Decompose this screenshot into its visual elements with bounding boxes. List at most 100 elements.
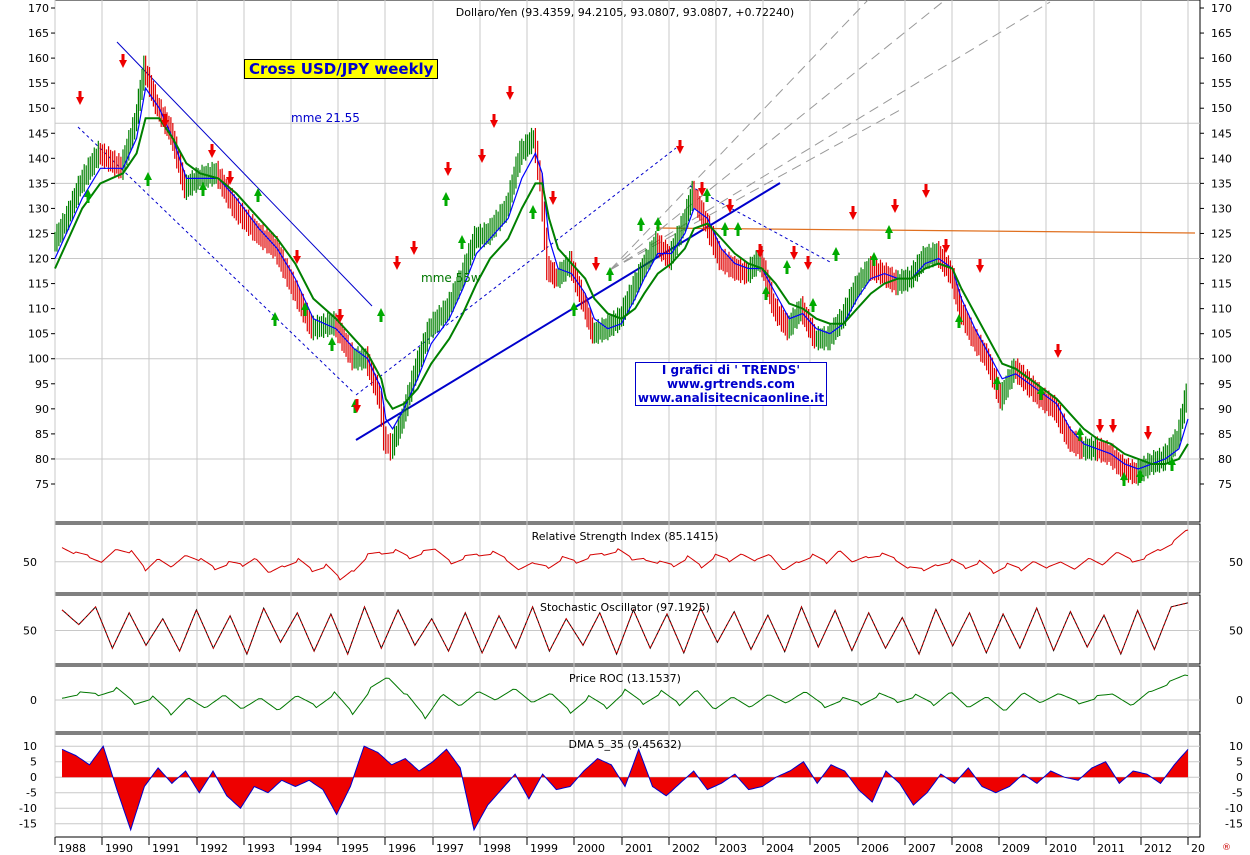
sell-arrow-icon <box>790 246 798 260</box>
indicator-y-label-right: 50 <box>1229 556 1243 569</box>
buy-arrow-icon <box>328 337 336 351</box>
buy-arrow-icon <box>721 222 729 236</box>
indicator-y-label: 0 <box>30 694 37 707</box>
buy-arrow-icon <box>832 247 840 261</box>
price-bars <box>54 55 1189 486</box>
buy-arrow-icon <box>606 267 614 281</box>
sell-arrow-icon <box>1109 419 1117 433</box>
x-tick-label: 2011 <box>1097 842 1125 855</box>
moving-average-line <box>54 86 1189 470</box>
buy-arrow-icon <box>870 252 878 266</box>
y-tick-label-left: 80 <box>35 453 49 466</box>
y-tick-label-left: 150 <box>28 102 49 115</box>
indicator-y-label-right: 10 <box>1229 740 1243 753</box>
sell-arrow-icon <box>393 256 401 270</box>
axis-tick-labels: 1988 1990 1991 1992 1993 1994 1995 1996 1997 1998… <box>19 2 1243 855</box>
buy-arrow-icon <box>570 302 578 316</box>
buy-arrow-icon <box>703 188 711 202</box>
indicator-y-label: 10 <box>23 740 37 753</box>
indicator-series <box>61 529 1189 832</box>
resistance-line <box>655 227 1196 234</box>
y-tick-label-right: 155 <box>1211 77 1232 90</box>
buy-arrow-icon <box>84 189 92 203</box>
x-tick-label: 2012 <box>1144 842 1172 855</box>
sell-arrow-icon <box>478 149 486 163</box>
y-tick-label-left: 110 <box>28 303 49 316</box>
buy-arrow-icon <box>1076 427 1084 441</box>
indicator-y-label-right: -5 <box>1232 787 1243 800</box>
x-tick-label: 1992 <box>200 842 228 855</box>
dma-area <box>62 746 1188 830</box>
indicator-y-label: 5 <box>30 756 37 769</box>
x-tick-label: 2002 <box>672 842 700 855</box>
indicator-y-label: -5 <box>26 787 37 800</box>
sell-arrow-icon <box>490 114 498 128</box>
y-tick-label-left: 115 <box>28 278 49 291</box>
sell-arrow-icon <box>119 54 127 68</box>
mme-55-label: mme 55w <box>421 271 481 285</box>
credits-box: I grafici di ' TRENDS' www.grtrends.com … <box>635 362 827 406</box>
buy-arrow-icon <box>442 192 450 206</box>
buy-arrow-icon <box>637 217 645 231</box>
dma-title: DMA 5_35 (9.45632) <box>568 738 681 751</box>
fan-line <box>609 0 946 271</box>
indicator-y-label: 0 <box>30 771 37 784</box>
indicator-y-label-right: 50 <box>1229 625 1243 638</box>
indicator-y-label: -15 <box>19 818 37 831</box>
stochastic-k-line <box>61 602 1189 656</box>
y-tick-label-right: 110 <box>1211 303 1232 316</box>
y-tick-label-left: 105 <box>28 328 49 341</box>
x-tick-label: 2007 <box>908 842 936 855</box>
sell-arrow-icon <box>891 199 899 213</box>
y-tick-label-left: 130 <box>28 202 49 215</box>
x-tick-label: 2005 <box>813 842 841 855</box>
y-tick-label-right: 105 <box>1211 328 1232 341</box>
y-tick-label-right: 125 <box>1211 227 1232 240</box>
buy-arrow-icon <box>993 376 1001 390</box>
y-tick-label-left: 95 <box>35 378 49 391</box>
credits-link-grtrends[interactable]: www.grtrends.com <box>666 377 796 391</box>
downtrend-channel <box>77 126 354 393</box>
y-tick-label-right: 135 <box>1211 177 1232 190</box>
sell-arrow-icon <box>549 191 557 205</box>
buy-arrow-icon <box>144 172 152 186</box>
buy-arrow-icon <box>1136 469 1144 483</box>
credits-link-analisitecnica[interactable]: www.analisitecnicaonline.it <box>637 391 825 405</box>
y-tick-label-right: 90 <box>1218 403 1232 416</box>
sell-arrow-icon <box>208 144 216 158</box>
y-tick-label-right: 170 <box>1211 2 1232 15</box>
y-tick-label-left: 135 <box>28 177 49 190</box>
y-tick-label-right: 75 <box>1218 478 1232 491</box>
panel-frames <box>54 0 1201 838</box>
sell-arrow-icon <box>592 257 600 271</box>
buy-arrow-icon <box>955 314 963 328</box>
moving-average-line <box>54 117 1189 465</box>
buy-arrow-icon <box>885 225 893 239</box>
y-tick-label-right: 130 <box>1211 202 1232 215</box>
indicator-y-label: 50 <box>23 625 37 638</box>
sell-arrow-icon <box>756 244 764 258</box>
y-tick-label-right: 85 <box>1218 428 1232 441</box>
y-tick-label-left: 100 <box>28 353 49 366</box>
x-tick-label: 1990 <box>105 842 133 855</box>
x-tick-label: 2008 <box>955 842 983 855</box>
indicator-y-label-right: 0 <box>1236 771 1243 784</box>
stochastic-title: Stochastic Oscillator (97.1925) <box>540 601 710 614</box>
x-tick-label: 1999 <box>530 842 558 855</box>
buy-arrow-icon <box>1120 472 1128 486</box>
y-tick-label-left: 125 <box>28 227 49 240</box>
x-tick-label: 2009 <box>1002 842 1030 855</box>
y-tick-label-left: 120 <box>28 253 49 266</box>
y-tick-label-left: 170 <box>28 2 49 15</box>
buy-arrow-icon <box>783 260 791 274</box>
buy-arrow-icon <box>734 222 742 236</box>
sell-arrow-icon <box>161 114 169 128</box>
sell-arrow-icon <box>410 241 418 255</box>
sell-arrow-icon <box>506 86 514 100</box>
y-tick-label-left: 160 <box>28 52 49 65</box>
y-tick-label-left: 155 <box>28 77 49 90</box>
x-tick-label: 1991 <box>152 842 180 855</box>
x-tick-label: 1993 <box>247 842 275 855</box>
y-tick-label-right: 120 <box>1211 253 1232 266</box>
